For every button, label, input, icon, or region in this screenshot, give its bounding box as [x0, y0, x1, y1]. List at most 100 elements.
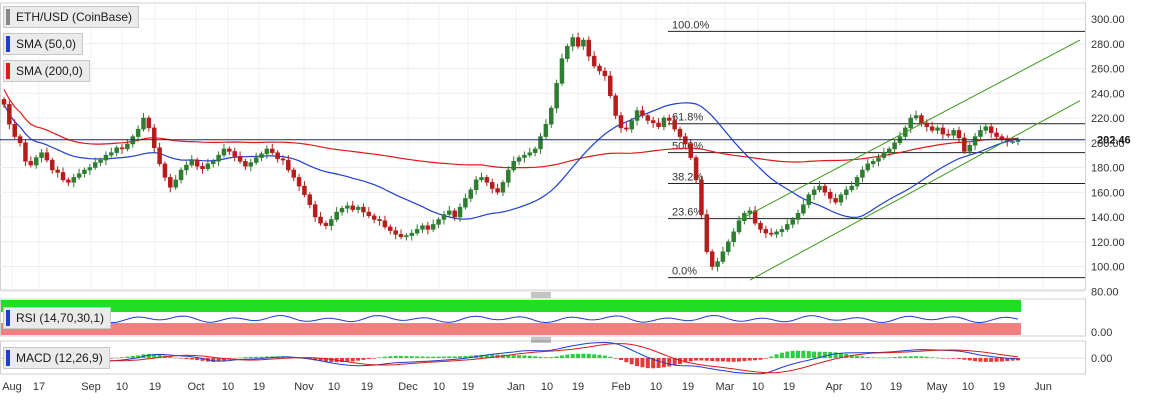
- candle-body: [447, 210, 452, 215]
- macd-histogram-bar: [887, 357, 892, 358]
- candle-body: [125, 143, 130, 150]
- candle-body: [173, 179, 178, 188]
- candle-body: [484, 177, 490, 183]
- macd-histogram-bar: [549, 357, 554, 358]
- rsi-legend-swatch: [6, 310, 10, 326]
- x-tick-label: Aug: [2, 381, 22, 393]
- candle-body: [312, 204, 318, 218]
- candle-body: [323, 222, 329, 226]
- macd-histogram-bar: [436, 356, 441, 358]
- x-tick-label: Jun: [1034, 381, 1052, 393]
- macd-histogram-bar: [1010, 358, 1015, 361]
- candle-body: [495, 188, 500, 193]
- candle-body: [500, 182, 506, 193]
- candle-body: [264, 148, 270, 155]
- macd-histogram-bar: [704, 358, 709, 361]
- candle-body: [538, 136, 543, 150]
- candle-body: [345, 205, 350, 209]
- macd-legend[interactable]: MACD (12,26,9): [3, 347, 110, 369]
- macd-histogram-bar: [318, 358, 323, 361]
- macd-histogram-bar: [753, 358, 758, 361]
- macd-histogram-bar: [468, 355, 473, 358]
- candle-body: [243, 161, 248, 167]
- macd-histogram-bar: [168, 356, 173, 358]
- x-tick-label: 10: [116, 381, 128, 393]
- x-tick-label: Feb: [612, 381, 631, 393]
- channel-trendline: [739, 39, 1081, 220]
- x-tick-label: Nov: [294, 381, 314, 393]
- candle-body: [307, 194, 313, 205]
- x-tick-label: 19: [361, 381, 373, 393]
- macd-histogram-bar: [146, 353, 151, 358]
- main-panel-frame: [0, 2, 1086, 291]
- candle-body: [988, 126, 994, 134]
- candle-body: [28, 161, 34, 166]
- rsi-legend[interactable]: RSI (14,70,30,1): [3, 307, 112, 329]
- candle-body: [393, 230, 398, 235]
- macd-histogram-bar: [602, 355, 607, 358]
- candle-body: [548, 107, 554, 125]
- candle-body: [688, 143, 693, 158]
- candle-body: [806, 194, 812, 205]
- candle-body: [457, 206, 463, 218]
- macd-histogram-bar: [382, 356, 387, 358]
- candle-body: [929, 126, 935, 131]
- symbol-legend[interactable]: ETH/USD (CoinBase): [3, 6, 140, 28]
- rsi-overbought-band: [1, 300, 1021, 312]
- y-tick-label: 120.00: [1091, 237, 1125, 249]
- macd-histogram-bar: [490, 354, 495, 358]
- macd-histogram-bar: [565, 354, 570, 358]
- y-tick-label: 220.00: [1091, 113, 1125, 125]
- y-tick-label: 100.00: [1091, 262, 1125, 274]
- macd-histogram-bar: [420, 356, 425, 358]
- macd-histogram-bar: [581, 353, 586, 358]
- candle-body: [420, 225, 425, 230]
- x-tick-label: 19: [253, 381, 265, 393]
- rsi-line: [3, 314, 1019, 324]
- candle-body: [286, 159, 291, 171]
- macd-histogram-bar: [452, 356, 457, 358]
- symbol-legend-label: ETH/USD (CoinBase): [16, 10, 133, 24]
- candle-body: [114, 147, 119, 153]
- macd-histogram-bar: [720, 358, 725, 362]
- macd-histogram-bar: [554, 356, 559, 358]
- candle-body: [876, 157, 881, 162]
- y-tick-label: 180.00: [1091, 163, 1125, 175]
- candle-body: [146, 117, 152, 129]
- macd-histogram-bar: [184, 358, 189, 360]
- candle-body: [672, 120, 677, 130]
- candle-body: [210, 161, 216, 165]
- macd-histogram-bar: [221, 358, 226, 361]
- candle-body: [135, 128, 141, 137]
- x-tick-label: 10: [752, 381, 764, 393]
- macd-line: [4, 341, 1019, 375]
- candle-body: [511, 161, 516, 171]
- x-tick-label: Jan: [507, 381, 525, 393]
- sma50-line-path: [3, 102, 1019, 220]
- candle-body: [774, 231, 779, 235]
- candle-body: [339, 208, 345, 213]
- macd-histogram-bar: [120, 357, 125, 358]
- x-tick-label: 10: [541, 381, 553, 393]
- panel-dividers[interactable]: [531, 292, 551, 343]
- macd-histogram-bar: [592, 354, 597, 358]
- macd-tick-label: 0.00: [1091, 353, 1112, 365]
- macd-histogram-bar: [608, 356, 613, 358]
- fib-level-label: 61.8%: [672, 112, 703, 124]
- candle-body: [329, 219, 334, 226]
- candle-body: [350, 205, 355, 210]
- candle-body: [886, 148, 892, 153]
- sma200-legend[interactable]: SMA (200,0): [3, 60, 90, 82]
- candle-body: [66, 179, 71, 183]
- macd-histogram-bar: [254, 356, 259, 358]
- candle-body: [951, 130, 956, 136]
- candle-body: [71, 177, 76, 183]
- candle-body: [972, 136, 978, 146]
- candle-body: [704, 214, 710, 252]
- macd-histogram-bar: [855, 355, 860, 358]
- candle-body: [667, 117, 672, 121]
- sma50-legend[interactable]: SMA (50,0): [3, 33, 84, 55]
- y-tick-label: 140.00: [1091, 212, 1125, 224]
- macd-histogram-bar: [1005, 358, 1010, 362]
